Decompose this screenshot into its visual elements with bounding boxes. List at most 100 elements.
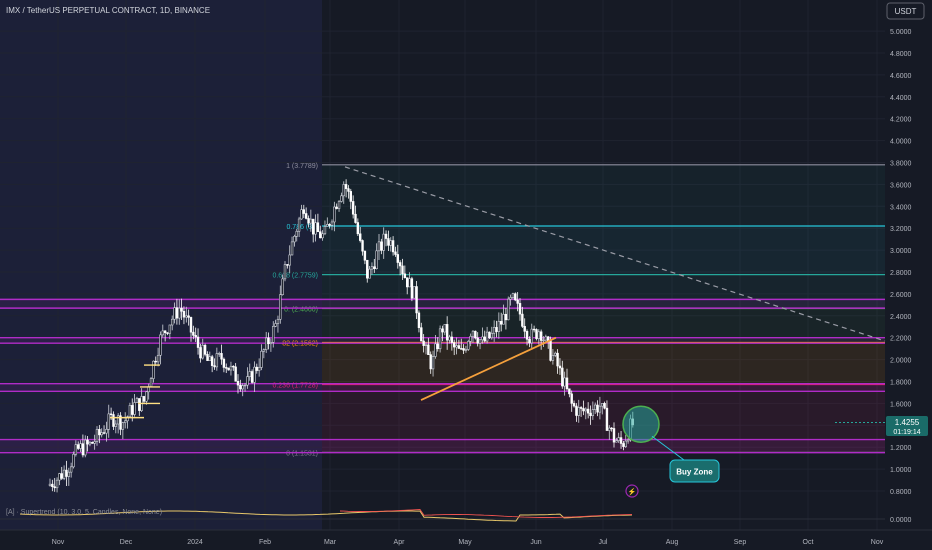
candle-body — [431, 356, 435, 370]
candle-body — [319, 231, 322, 239]
candle-body — [178, 307, 181, 319]
candle-body — [375, 250, 378, 269]
candle-body — [542, 339, 545, 342]
candle-body — [605, 407, 609, 431]
buy-zone-callout[interactable] — [669, 459, 720, 483]
dashed-trendline[interactable] — [344, 166, 886, 342]
y-tick-label: 2.6000 — [890, 292, 912, 299]
candle-body — [384, 233, 388, 239]
fib-band — [322, 164, 885, 227]
buy-zone-circle[interactable] — [622, 405, 660, 443]
annotations[interactable] — [344, 166, 886, 461]
zone-fill — [0, 383, 885, 392]
candle-body — [156, 354, 160, 363]
indicator-legend: [A] · Supertrend (10, 3.0, 5, Candles, N… — [6, 509, 162, 516]
candle-body — [450, 336, 454, 343]
currency-label: USDT — [895, 7, 917, 16]
candle-body — [591, 409, 595, 417]
candle-body — [549, 340, 552, 361]
x-tick-label: Feb — [259, 539, 271, 546]
x-tick-label: Dec — [120, 539, 133, 546]
candle-body — [220, 353, 223, 360]
candle-body — [255, 366, 258, 371]
fibonacci-retracement[interactable]: 1 (3.7789) 0.786 (3.2 0.618 (2.7759) 0. (2.… — [272, 163, 885, 458]
candle-body — [196, 336, 200, 348]
candle-body — [232, 365, 235, 368]
candle-body — [171, 318, 174, 326]
candle-body — [570, 393, 573, 404]
fib-level-label: 1 (3.7789) — [286, 163, 318, 170]
candle-body — [363, 250, 367, 261]
candle-body — [582, 408, 585, 412]
candle-body — [295, 230, 298, 237]
candle-body — [589, 412, 592, 417]
candle-body — [518, 303, 522, 315]
candle-body — [60, 473, 63, 479]
candle-body — [478, 339, 482, 344]
candle-body — [58, 473, 61, 481]
candle-body — [95, 429, 99, 442]
candle-body — [250, 371, 254, 383]
candle-body — [142, 396, 146, 402]
candle-body — [427, 344, 430, 355]
candle-body — [356, 222, 360, 235]
candle-body — [340, 195, 343, 202]
candle-body — [601, 403, 604, 407]
fib-level-label: 0. (2.4660) — [284, 307, 318, 314]
candle-body — [163, 330, 167, 334]
y-tick-label: 0.0000 — [890, 517, 912, 524]
candle-body — [492, 327, 496, 334]
currency-button[interactable] — [886, 2, 925, 20]
candle-body — [55, 479, 59, 489]
orange-trendline[interactable] — [420, 336, 557, 401]
candle-body — [568, 388, 571, 395]
time-axis[interactable]: Nov Dec 2024 Feb Mar Apr May Jun Jul Aug Sep Oct Nov — [0, 529, 932, 546]
candle-body — [434, 343, 437, 357]
candle-body — [554, 352, 557, 356]
candle-body — [81, 443, 85, 456]
candles — [48, 179, 635, 493]
candle-body — [161, 330, 164, 336]
candle-body — [114, 423, 118, 427]
x-tick-label: Aug — [666, 539, 679, 546]
candle-body — [577, 407, 580, 416]
candle-body — [586, 408, 590, 414]
candle-body — [182, 310, 186, 318]
candle-body — [401, 265, 404, 275]
candle-body — [218, 353, 221, 355]
candle-body — [154, 360, 157, 363]
candle-body — [525, 331, 529, 340]
price-axis[interactable]: 0.00000.80001.00001.20001.40001.60001.80… — [890, 29, 912, 524]
candle-body — [119, 415, 122, 430]
candle-body — [448, 336, 451, 341]
candle-body — [490, 332, 493, 339]
candle-body — [222, 358, 226, 368]
candle-body — [410, 278, 414, 299]
y-tick-label: 1.6000 — [890, 401, 912, 408]
candle-body — [88, 442, 92, 445]
indicator-series — [19, 510, 633, 522]
candle-body — [405, 277, 409, 288]
candle-body — [544, 336, 548, 341]
fib-level-label: 0.786 (3.2 — [286, 224, 318, 231]
candle-body — [290, 241, 294, 256]
candle-body — [398, 262, 402, 267]
callout-connector — [651, 435, 685, 461]
candle-body — [133, 402, 136, 415]
candle-body — [558, 365, 562, 369]
candle-body — [511, 293, 515, 298]
x-tick-label: Mar — [324, 539, 337, 546]
y-tick-label: 3.8000 — [890, 161, 912, 168]
y-tick-label: 2.0000 — [890, 358, 912, 365]
candle-body — [307, 218, 310, 224]
candle-body — [523, 326, 526, 332]
alert-icon[interactable] — [625, 484, 639, 498]
candle-body — [443, 324, 446, 333]
candle-body — [351, 201, 355, 215]
candle-body — [445, 324, 449, 341]
candle-body — [504, 313, 508, 321]
candle-body — [201, 344, 204, 359]
candle-body — [286, 264, 289, 266]
